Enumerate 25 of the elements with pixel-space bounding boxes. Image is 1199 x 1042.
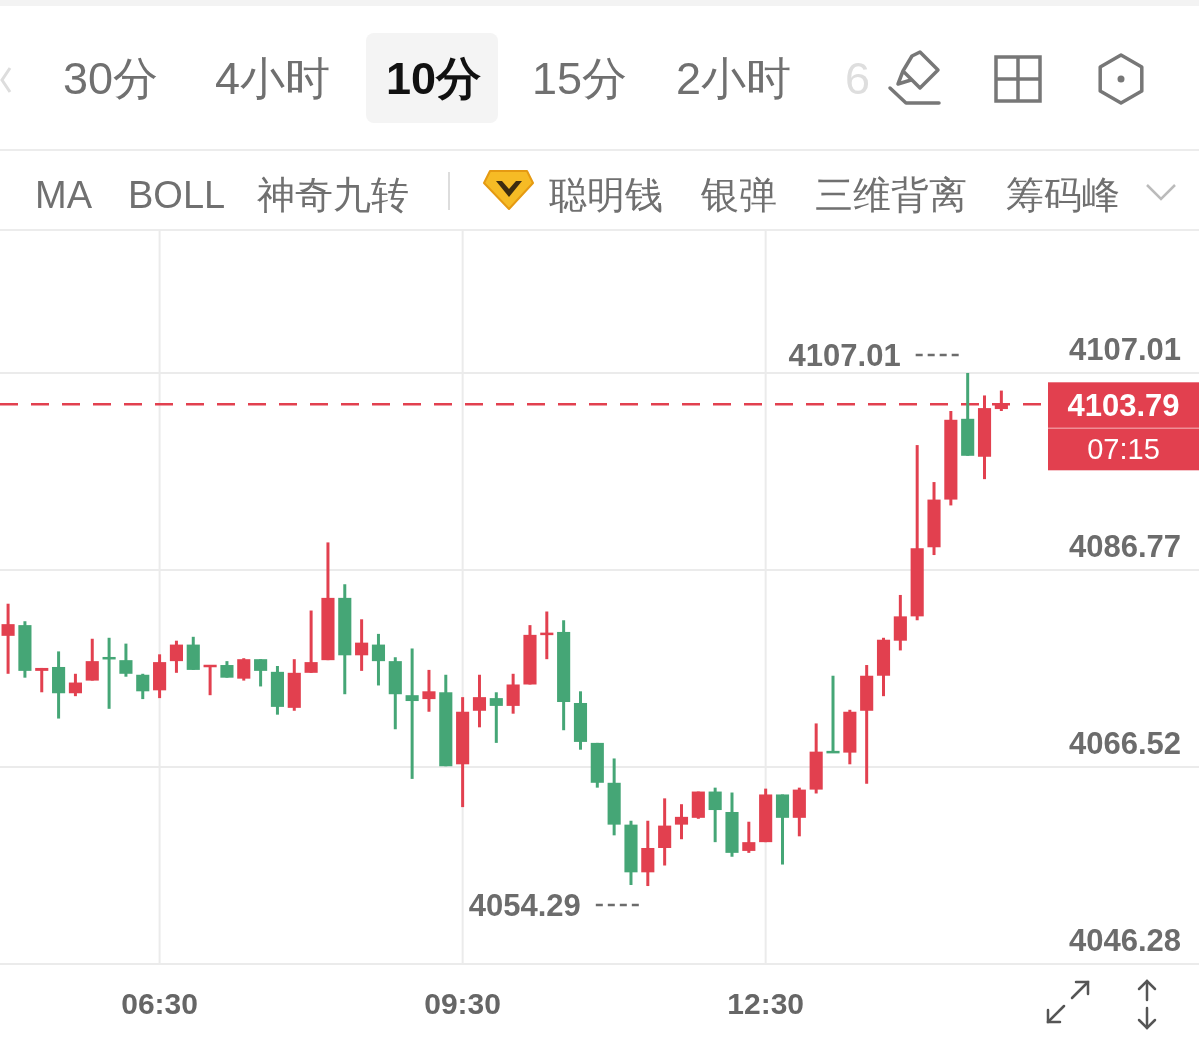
y-tick-label: 4107.01 bbox=[1068, 331, 1181, 367]
text: 银弹 bbox=[700, 174, 777, 216]
text: BOLL bbox=[128, 174, 226, 216]
point-label: 4107.01 bbox=[788, 337, 961, 373]
y-tick-label: 4066.52 bbox=[1068, 726, 1181, 762]
text: MA bbox=[35, 174, 93, 216]
text: 三维背离 bbox=[815, 174, 967, 216]
y-tick-label: 4086.77 bbox=[1068, 528, 1181, 564]
annotation: 4054.29 bbox=[468, 888, 581, 924]
point-label: 4054.29 bbox=[468, 888, 641, 924]
text: 10分 bbox=[386, 53, 482, 104]
text: 30分 bbox=[63, 53, 159, 104]
annotation: 07:15 bbox=[1087, 433, 1160, 466]
text: 筹码峰 bbox=[1006, 174, 1120, 216]
x-tick-label: 09:30 bbox=[424, 987, 501, 1020]
x-tick-label: 12:30 bbox=[727, 987, 805, 1020]
text: 15分 bbox=[532, 53, 628, 104]
y-tick-label: 4046.28 bbox=[1068, 923, 1181, 958]
text: 4小时 bbox=[215, 53, 331, 104]
text: 2小时 bbox=[676, 53, 792, 104]
annotation: 4107.01 bbox=[788, 337, 901, 373]
ref-line-label: 4103.79 bbox=[1067, 388, 1180, 424]
x-tick-label: 06:30 bbox=[121, 987, 198, 1020]
text: 聪明钱 bbox=[549, 174, 663, 216]
text: 神奇九转 bbox=[257, 174, 409, 216]
